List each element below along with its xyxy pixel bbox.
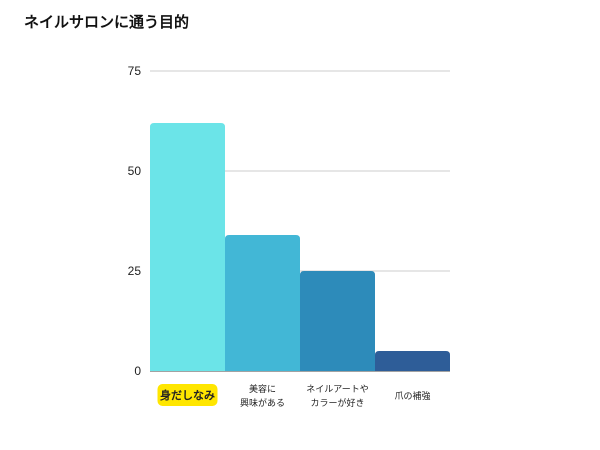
- bar: [150, 123, 225, 371]
- x-tick-label: 身だしなみ: [160, 388, 215, 402]
- highlight-badge: [157, 384, 218, 406]
- y-tick-label: 75: [128, 64, 142, 78]
- x-tick-label: 美容に: [249, 383, 276, 395]
- y-tick-label: 25: [128, 264, 142, 278]
- chart-title: ネイルサロンに通う目的: [24, 13, 190, 31]
- x-tick-label: 爪の補強: [394, 390, 430, 402]
- bar: [300, 271, 375, 371]
- y-tick-label: 50: [128, 164, 142, 178]
- y-tick-label: 0: [134, 364, 141, 378]
- x-tick-label: ネイルアートや: [306, 384, 368, 395]
- x-tick-label: カラーが好き: [310, 397, 364, 409]
- x-tick-label: 興味がある: [240, 397, 285, 409]
- bar: [225, 235, 300, 371]
- bar: [375, 351, 450, 371]
